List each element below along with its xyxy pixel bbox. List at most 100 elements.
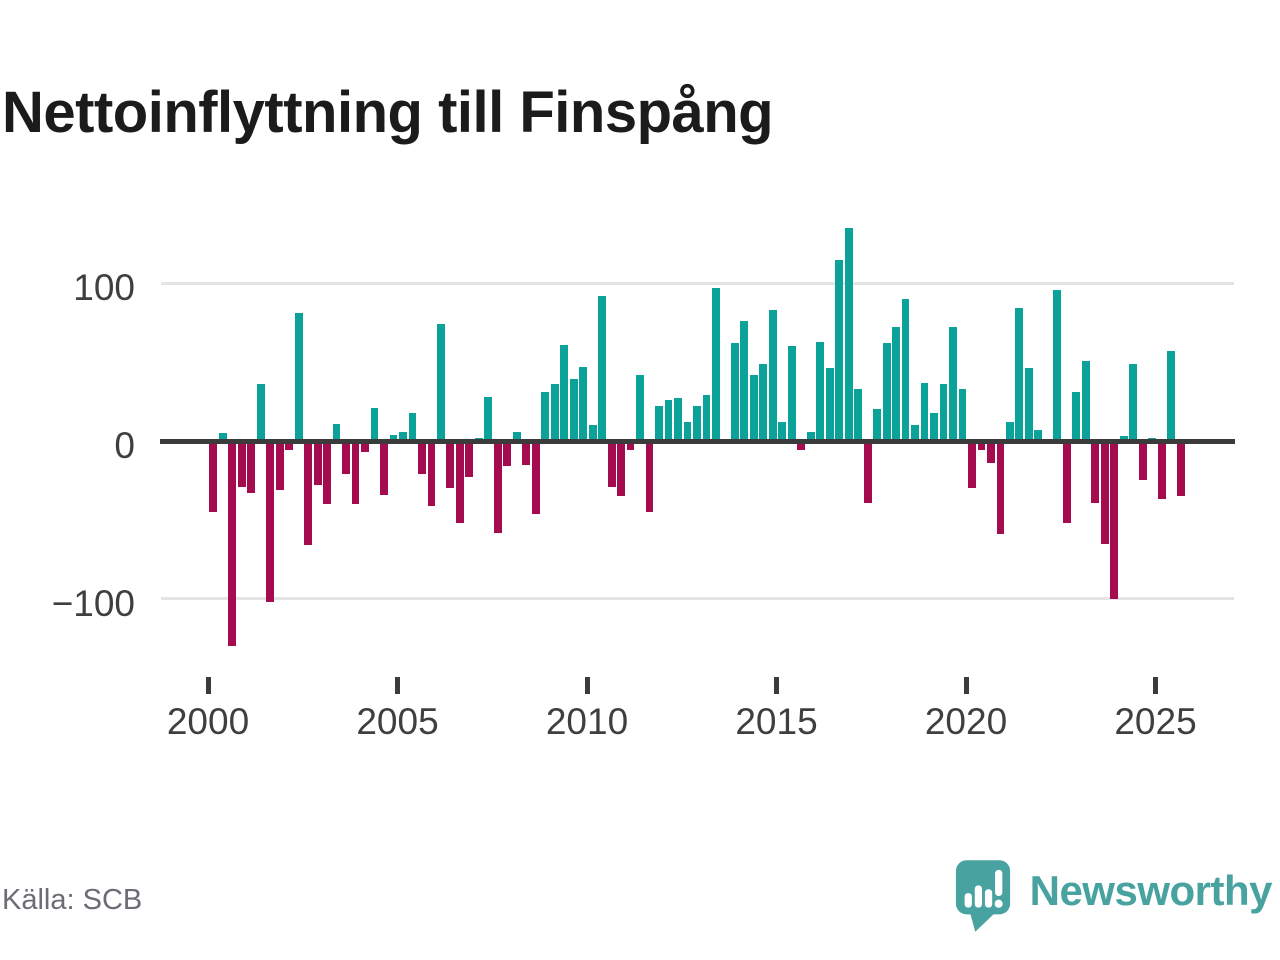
bar-2022Q4 (1072, 392, 1081, 441)
bar-2001Q1 (247, 441, 256, 494)
y-axis-label--100: −100 (51, 582, 135, 624)
bar-2016Q3 (835, 259, 844, 441)
bar-2015Q2 (787, 346, 796, 441)
gridline--100 (161, 597, 1234, 601)
bar-2003Q2 (332, 423, 341, 441)
bar-2004Q4 (389, 434, 398, 441)
x-axis-tick-2015 (774, 677, 779, 694)
bar-2020Q1 (968, 441, 976, 489)
bar-2021Q3 (1024, 368, 1033, 441)
bar-2012Q3 (683, 422, 692, 441)
bar-2005Q4 (427, 441, 436, 506)
bar-2010Q2 (598, 295, 607, 441)
bar-2024Q3 (1138, 441, 1147, 481)
x-axis-label-2015: 2015 (735, 701, 818, 742)
bar-2004Q3 (380, 441, 388, 495)
bar-2011Q1 (626, 441, 635, 451)
bar-2024Q2 (1129, 363, 1138, 441)
bar-2010Q1 (588, 425, 597, 441)
bar-2012Q4 (693, 406, 701, 441)
bar-2017Q2 (863, 441, 872, 503)
bar-2022Q2 (1053, 289, 1062, 441)
x-axis-tick-2020 (963, 677, 969, 694)
bar-2002Q4 (313, 441, 322, 486)
bar-2008Q1 (512, 431, 521, 441)
newsworthy-logo[interactable]: Newsworthy (954, 856, 1273, 936)
bar-2008Q3 (531, 441, 540, 514)
bar-2007Q4 (503, 441, 512, 467)
bar-2014Q4 (768, 310, 777, 441)
x-axis-label-2010: 2010 (545, 701, 629, 742)
bar-2000Q3 (228, 441, 237, 647)
bar-2018Q1 (892, 327, 900, 441)
bar-2025Q2 (1167, 351, 1176, 441)
bar-2025Q3 (1176, 441, 1185, 497)
bar-2005Q2 (408, 412, 417, 441)
bar-2018Q2 (901, 298, 910, 441)
bar-2002Q3 (304, 441, 313, 546)
bar-2003Q4 (351, 441, 360, 505)
bar-2003Q3 (342, 441, 350, 475)
bar-2010Q4 (617, 441, 625, 497)
bar-2015Q3 (797, 441, 806, 451)
bar-2005Q3 (418, 441, 426, 475)
bar-2006Q1 (437, 324, 445, 441)
bar-2011Q4 (655, 406, 663, 441)
bar-2009Q2 (560, 344, 569, 441)
bar-2019Q3 (949, 327, 957, 441)
bar-2004Q1 (361, 441, 369, 453)
bar-2023Q3 (1100, 441, 1109, 544)
page-title: Nettoinflyttning till Finspång (2, 79, 774, 145)
bar-2012Q2 (674, 398, 682, 441)
bar-2020Q3 (987, 441, 995, 464)
bar-2010Q3 (607, 441, 616, 487)
bar-2001Q3 (266, 441, 275, 602)
bar-2008Q4 (541, 392, 550, 441)
gridline-100 (161, 281, 1234, 285)
bar-2016Q4 (844, 227, 853, 441)
bar-2015Q4 (806, 431, 815, 441)
bar-2012Q1 (664, 399, 673, 441)
bar-2017Q3 (873, 409, 882, 441)
bar-2003Q1 (323, 441, 331, 505)
bar-2013Q4 (730, 343, 739, 441)
bar-2001Q2 (256, 384, 265, 441)
bar-2011Q3 (645, 441, 654, 512)
bar-2001Q4 (275, 441, 284, 490)
bar-2016Q1 (816, 341, 825, 441)
bar-2006Q2 (446, 441, 455, 489)
y-axis-label-0: 0 (114, 425, 135, 466)
x-axis-label-2025: 2025 (1114, 701, 1197, 742)
bar-2005Q1 (399, 431, 407, 441)
x-axis-label-2000: 2000 (166, 701, 250, 742)
bar-2018Q4 (920, 382, 929, 441)
bar-2018Q3 (911, 425, 919, 441)
x-axis-label-2005: 2005 (356, 701, 439, 742)
bar-2002Q2 (294, 313, 303, 441)
bar-2016Q2 (825, 368, 834, 441)
bar-2013Q2 (712, 287, 720, 441)
bar-2013Q1 (702, 395, 711, 441)
source-note: Källa: SCB (2, 884, 143, 916)
bar-2007Q3 (493, 441, 502, 533)
bar-2023Q4 (1110, 441, 1119, 599)
bar-2023Q2 (1091, 441, 1100, 503)
bar-2000Q4 (237, 441, 246, 487)
bar-2021Q4 (1034, 429, 1043, 441)
bar-2000Q1 (209, 441, 218, 512)
x-axis-tick-2005 (395, 677, 400, 694)
bar-2008Q2 (522, 441, 531, 465)
bar-2022Q3 (1062, 441, 1071, 524)
bar-2004Q2 (370, 407, 379, 441)
bar-2009Q3 (569, 379, 578, 441)
bar-2017Q1 (854, 388, 863, 441)
x-axis-label-2020: 2020 (924, 701, 1008, 742)
x-axis-tick-2010 (584, 677, 590, 694)
bar-2023Q1 (1081, 360, 1090, 441)
bar-2007Q2 (484, 396, 493, 441)
bar-2014Q3 (759, 363, 768, 441)
bar-2009Q4 (579, 366, 588, 441)
bar-2002Q1 (285, 441, 294, 451)
bar-2006Q4 (465, 441, 474, 478)
